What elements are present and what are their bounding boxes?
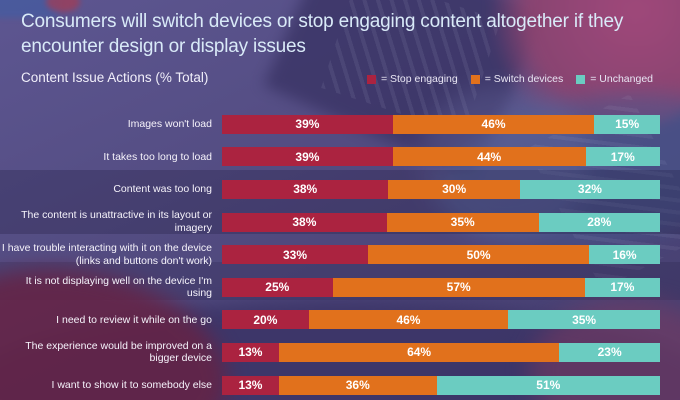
chart-row: I have trouble interacting with it on th…: [0, 238, 660, 271]
chart-row: I want to show it to somebody else 13% 36%…: [0, 369, 660, 400]
stacked-bar: 20% 46% 35%: [222, 310, 660, 330]
row-label: Content was too long: [113, 183, 212, 196]
bar-segment-unchanged: 15%: [594, 114, 660, 134]
chart-row: The experience would be improved on a bi…: [0, 336, 660, 369]
page-title: Consumers will switch devices or stop en…: [21, 11, 624, 58]
segment-value: 44%: [477, 149, 502, 164]
legend-item: = Unchanged: [576, 73, 653, 85]
bar-segment-unchanged: 51%: [436, 375, 660, 395]
segment-value: 25%: [265, 280, 290, 295]
segment-value: 46%: [396, 312, 421, 327]
bar-segment-unchanged: 17%: [585, 147, 660, 167]
bar-segment-switch-devices: 35%: [386, 212, 539, 232]
bar-segment-stop-engaging: 38%: [222, 179, 389, 199]
segment-value: 35%: [450, 215, 475, 230]
chart-subtitle: Content Issue Actions (% Total): [21, 70, 209, 85]
legend-swatch: [470, 74, 480, 84]
segment-value: 13%: [238, 378, 263, 393]
legend-label: = Switch devices: [484, 73, 564, 85]
stacked-bar: 13% 64% 23%: [222, 342, 660, 362]
row-label: The experience would be improved on a bi…: [25, 339, 212, 365]
bar-segment-stop-engaging: 25%: [222, 277, 333, 297]
bar-segment-switch-devices: 57%: [332, 277, 585, 297]
segment-value: 57%: [446, 280, 471, 295]
bar-segment-stop-engaging: 39%: [222, 114, 393, 134]
stacked-bar: 25% 57% 17%: [222, 277, 660, 297]
bar-segment-switch-devices: 46%: [392, 114, 595, 134]
segment-value: 35%: [572, 312, 597, 327]
row-label: I need to review it while on the go: [56, 313, 212, 326]
bar-segment-switch-devices: 46%: [308, 310, 509, 330]
segment-value: 20%: [253, 312, 278, 327]
segment-value: 33%: [282, 247, 307, 262]
row-label: I want to show it to somebody else: [51, 378, 213, 391]
segment-value: 32%: [577, 182, 602, 197]
bar-segment-switch-devices: 50%: [367, 245, 590, 265]
bar-segment-unchanged: 16%: [589, 245, 660, 265]
segment-value: 13%: [238, 345, 263, 360]
chart-row: It is not displaying well on the device …: [0, 271, 660, 304]
segment-value: 50%: [466, 247, 491, 262]
bar-segment-switch-devices: 44%: [392, 147, 586, 167]
segment-value: 15%: [615, 117, 640, 132]
stacked-bar: 38% 35% 28%: [222, 212, 660, 232]
segment-value: 46%: [481, 117, 506, 132]
bar-segment-stop-engaging: 38%: [222, 212, 387, 232]
chart-rows: Images won't load 39% 46% 15% It takes too l…: [0, 108, 660, 400]
bg-red-shape: [46, 0, 80, 12]
bar-segment-unchanged: 32%: [519, 179, 660, 199]
segment-value: 64%: [407, 345, 432, 360]
legend-swatch: [576, 74, 586, 84]
legend-label: = Unchanged: [590, 73, 653, 85]
chart-row: It takes too long to load 39% 44% 17%: [0, 141, 660, 174]
stacked-bar: 33% 50% 16%: [222, 245, 660, 265]
bar-segment-unchanged: 35%: [508, 310, 660, 330]
legend-swatch: [366, 74, 376, 84]
chart-row: I need to review it while on the go 20% 46…: [0, 304, 660, 337]
chart-row: Content was too long 38% 30% 32%: [0, 173, 660, 206]
segment-value: 38%: [293, 182, 318, 197]
row-label: It takes too long to load: [103, 150, 212, 163]
segment-value: 16%: [612, 247, 637, 262]
bar-segment-stop-engaging: 33%: [222, 245, 368, 265]
bar-segment-switch-devices: 30%: [388, 179, 520, 199]
bar-segment-unchanged: 28%: [538, 212, 660, 232]
bar-segment-stop-engaging: 39%: [222, 147, 393, 167]
legend-label: = Stop engaging: [380, 73, 458, 85]
stacked-bar: 39% 44% 17%: [222, 147, 660, 167]
stacked-bar: 13% 36% 51%: [222, 375, 660, 395]
legend: = Stop engaging = Switch devices = Unchang…: [366, 73, 653, 85]
segment-value: 17%: [610, 280, 635, 295]
legend-item: = Stop engaging: [366, 73, 458, 85]
bar-segment-stop-engaging: 20%: [222, 310, 309, 330]
segment-value: 17%: [610, 149, 635, 164]
bg-blue-shape: [0, 0, 60, 18]
bar-segment-stop-engaging: 13%: [222, 375, 279, 395]
segment-value: 39%: [295, 117, 320, 132]
bar-segment-stop-engaging: 13%: [222, 342, 279, 362]
chart-row: The content is unattractive in its layou…: [0, 206, 660, 239]
row-label: Images won't load: [127, 118, 212, 130]
stacked-bar: 39% 46% 15%: [222, 114, 660, 134]
bar-segment-unchanged: 17%: [584, 277, 660, 297]
bar-segment-switch-devices: 64%: [278, 342, 560, 362]
row-label: The content is unattractive in its layou…: [21, 209, 212, 235]
chart-row: Images won't load 39% 46% 15%: [0, 108, 660, 141]
segment-value: 28%: [587, 215, 612, 230]
bar-segment-switch-devices: 36%: [278, 375, 437, 395]
legend-item: = Switch devices: [470, 73, 564, 85]
row-label: I have trouble interacting with it on th…: [1, 242, 212, 267]
stacked-bar: 38% 30% 32%: [222, 179, 660, 199]
segment-value: 23%: [597, 345, 622, 360]
segment-value: 30%: [442, 182, 467, 197]
segment-value: 39%: [295, 149, 320, 164]
segment-value: 51%: [536, 378, 561, 393]
segment-value: 36%: [345, 378, 370, 393]
segment-value: 38%: [292, 215, 317, 230]
row-label: It is not displaying well on the device …: [25, 274, 212, 300]
bar-segment-unchanged: 23%: [559, 342, 660, 362]
